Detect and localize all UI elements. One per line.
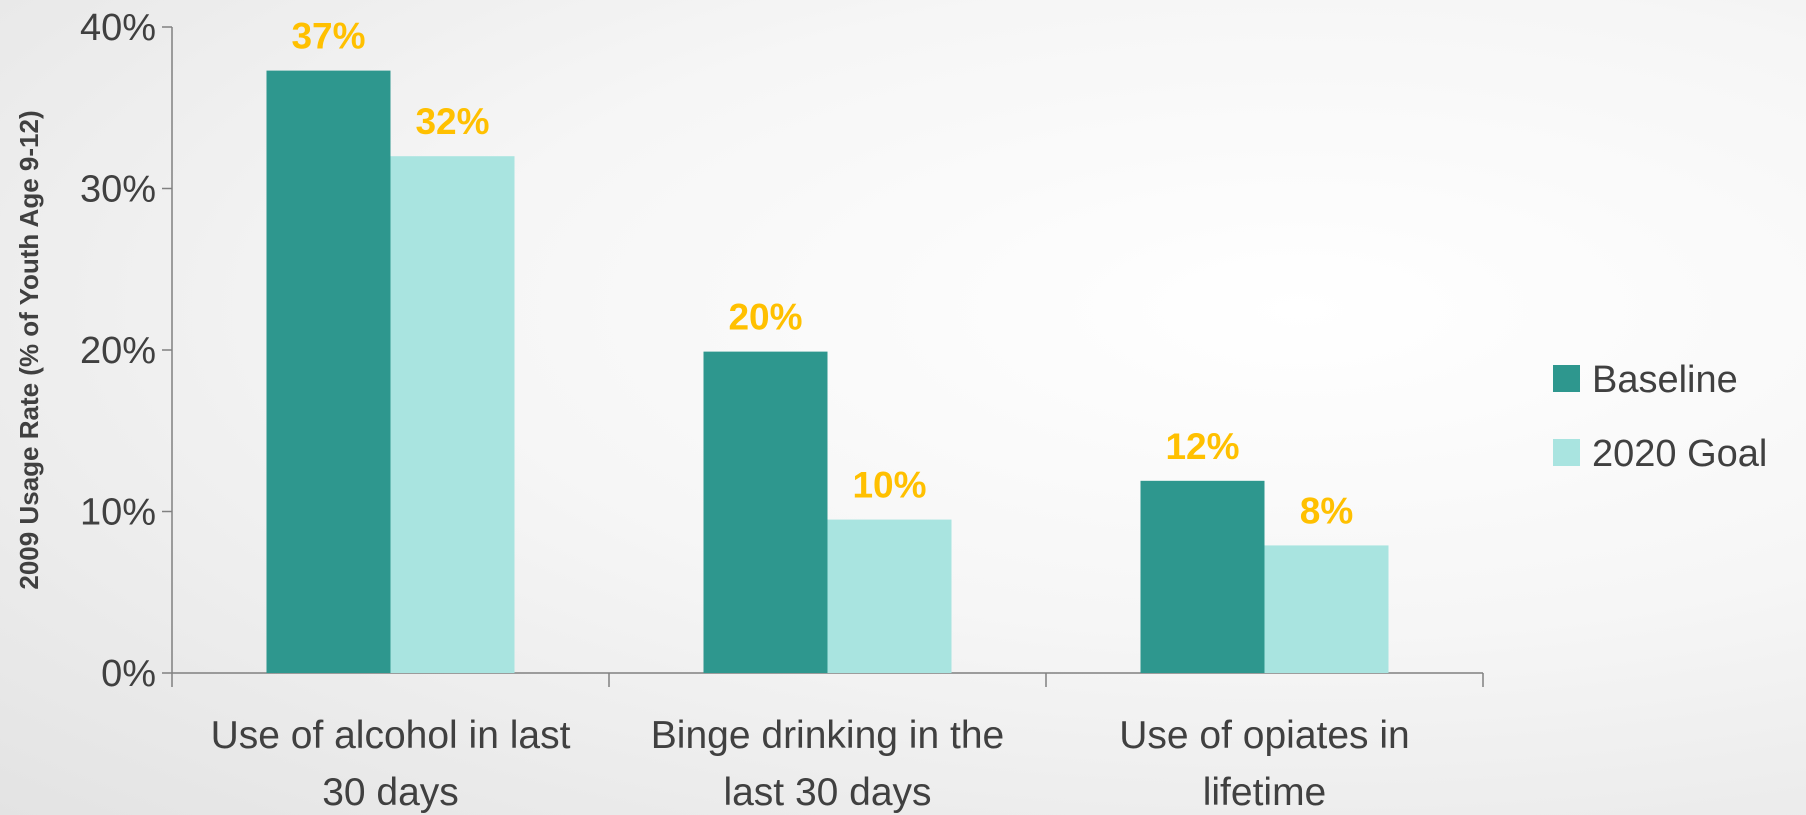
- data-label: 12%: [1165, 426, 1239, 467]
- bar-goal: [1264, 545, 1389, 673]
- x-category-label: 30 days: [322, 771, 459, 814]
- legend-swatch: [1553, 439, 1580, 466]
- legend-label: Baseline: [1592, 359, 1738, 401]
- y-tick-label: 20%: [80, 330, 156, 372]
- x-category-label: Use of opiates in: [1119, 714, 1410, 757]
- data-label: 37%: [291, 16, 365, 57]
- data-label: 8%: [1300, 490, 1353, 531]
- y-axis-title: 2009 Usage Rate (% of Youth Age 9-12): [14, 110, 44, 589]
- data-label: 10%: [852, 465, 926, 506]
- x-category-label: Use of alcohol in last: [211, 714, 571, 757]
- legend-label: 2020 Goal: [1592, 433, 1767, 475]
- x-category-label: Binge drinking in the: [651, 714, 1004, 757]
- bar-baseline: [1140, 480, 1265, 673]
- y-tick-label: 0%: [101, 653, 156, 695]
- legend-swatch: [1553, 365, 1580, 392]
- y-tick-label: 30%: [80, 169, 156, 211]
- x-category-label: last 30 days: [723, 771, 931, 814]
- data-label: 20%: [728, 297, 802, 338]
- y-tick-label: 40%: [80, 7, 156, 49]
- data-label: 32%: [415, 101, 489, 142]
- y-tick-label: 10%: [80, 492, 156, 534]
- bar-baseline: [703, 351, 828, 673]
- bar-goal: [827, 519, 952, 673]
- bar-baseline: [266, 70, 391, 674]
- x-category-label: lifetime: [1203, 771, 1327, 814]
- bar-goal: [390, 156, 515, 673]
